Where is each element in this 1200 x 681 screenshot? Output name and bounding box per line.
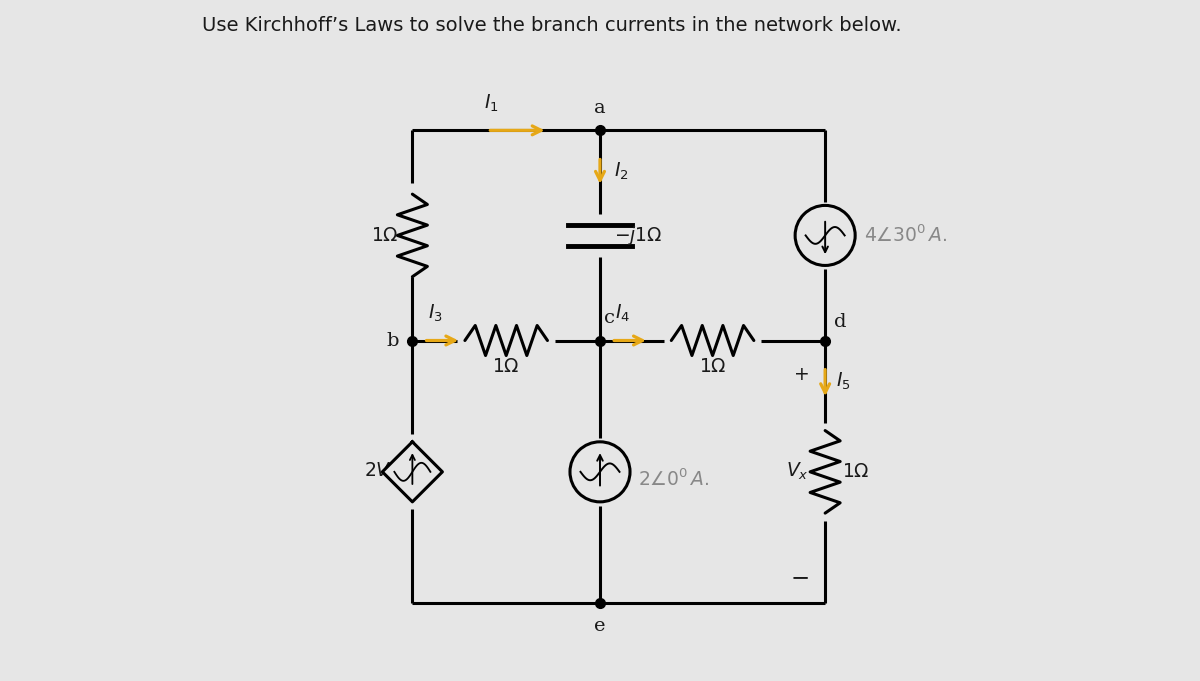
Text: $1\Omega$: $1\Omega$ <box>841 462 869 481</box>
Text: $\mathit{I}_1$: $\mathit{I}_1$ <box>484 93 498 114</box>
Text: e: e <box>594 617 606 635</box>
Text: $1\Omega$: $1\Omega$ <box>698 357 726 376</box>
Text: $\mathit{I}_5$: $\mathit{I}_5$ <box>836 371 851 392</box>
Text: $V_x$: $V_x$ <box>786 461 809 482</box>
Text: b: b <box>386 332 398 349</box>
Text: $-j1\Omega$: $-j1\Omega$ <box>613 224 662 247</box>
Text: $\mathit{I}_2$: $\mathit{I}_2$ <box>613 161 628 183</box>
Text: $1\Omega$: $1\Omega$ <box>492 357 520 376</box>
Text: Use Kirchhoff’s Laws to solve the branch currents in the network below.: Use Kirchhoff’s Laws to solve the branch… <box>203 16 902 35</box>
Circle shape <box>796 206 856 266</box>
Text: $2\angle0^0\,\mathit{A}.$: $2\angle0^0\,\mathit{A}.$ <box>637 469 709 490</box>
Polygon shape <box>383 442 443 502</box>
Text: $-$: $-$ <box>790 565 809 588</box>
Text: a: a <box>594 99 606 117</box>
Circle shape <box>570 442 630 502</box>
Text: $\mathit{I}_4$: $\mathit{I}_4$ <box>614 302 630 324</box>
Text: $\mathit{I}_3$: $\mathit{I}_3$ <box>427 302 443 324</box>
Text: $2V_x$: $2V_x$ <box>365 461 398 482</box>
Text: c: c <box>604 309 614 327</box>
Text: $1\Omega$: $1\Omega$ <box>371 226 398 245</box>
Text: d: d <box>834 313 847 332</box>
Text: $+$: $+$ <box>793 365 809 384</box>
Text: $4\angle30^0\,\mathit{A}.$: $4\angle30^0\,\mathit{A}.$ <box>864 225 948 246</box>
